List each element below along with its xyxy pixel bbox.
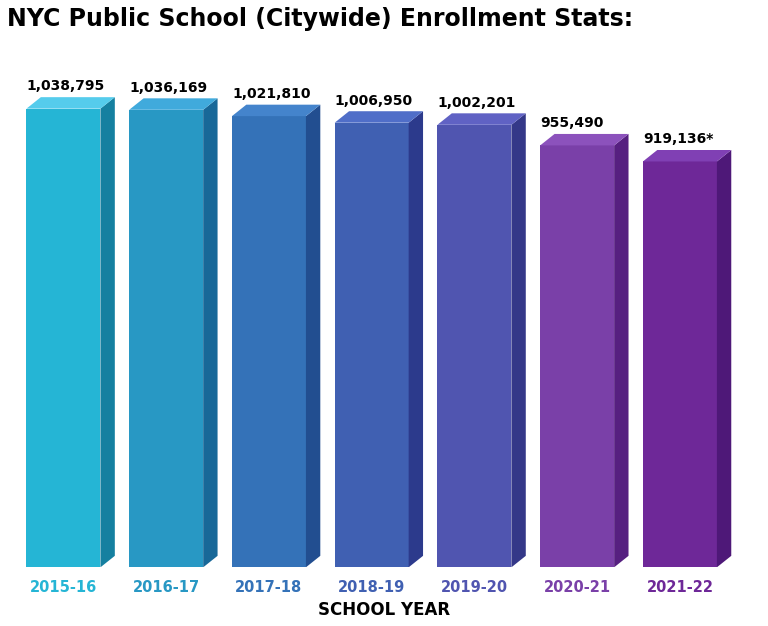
Polygon shape [335, 111, 423, 123]
Polygon shape [614, 134, 628, 567]
Polygon shape [26, 109, 101, 567]
X-axis label: SCHOOL YEAR: SCHOOL YEAR [318, 601, 450, 619]
Polygon shape [643, 162, 717, 567]
Text: 1,006,950: 1,006,950 [335, 93, 413, 108]
Text: 1,002,201: 1,002,201 [438, 96, 516, 110]
Text: 1,021,810: 1,021,810 [232, 87, 310, 101]
Text: 919,136*: 919,136* [643, 132, 713, 146]
Polygon shape [204, 98, 217, 567]
Polygon shape [306, 105, 320, 567]
Polygon shape [540, 145, 614, 567]
Text: 1,038,795: 1,038,795 [26, 80, 104, 93]
Polygon shape [643, 150, 731, 162]
Polygon shape [717, 150, 731, 567]
Text: 1,036,169: 1,036,169 [129, 81, 207, 95]
Polygon shape [129, 98, 217, 110]
Polygon shape [101, 97, 115, 567]
Text: 955,490: 955,490 [540, 116, 604, 130]
Polygon shape [540, 134, 628, 145]
Polygon shape [26, 97, 115, 109]
Polygon shape [511, 113, 526, 567]
Polygon shape [409, 111, 423, 567]
Polygon shape [335, 123, 409, 567]
Polygon shape [232, 116, 306, 567]
Text: NYC Public School (Citywide) Enrollment Stats:: NYC Public School (Citywide) Enrollment … [7, 7, 633, 31]
Polygon shape [232, 105, 320, 116]
Polygon shape [438, 125, 511, 567]
Polygon shape [129, 110, 204, 567]
Polygon shape [438, 113, 526, 125]
